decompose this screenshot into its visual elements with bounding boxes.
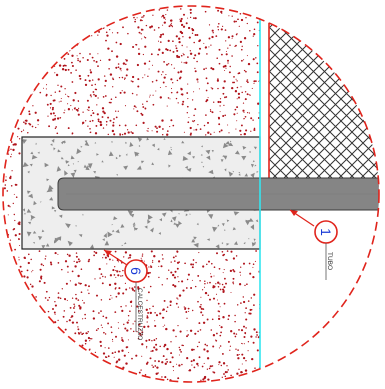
callout-number: 1: [318, 228, 334, 236]
callout-number: 6: [128, 267, 144, 275]
callout-calcestruzzo: 6 CALCESTRUZZO: [103, 249, 148, 340]
wall-section: [269, 6, 379, 186]
callout-label: TUBO: [326, 252, 333, 270]
detail-boundary: [2, 5, 380, 383]
callout-label: CALCESTRUZZO: [136, 288, 143, 340]
callout-tubo: 1 TUBO: [289, 209, 338, 280]
